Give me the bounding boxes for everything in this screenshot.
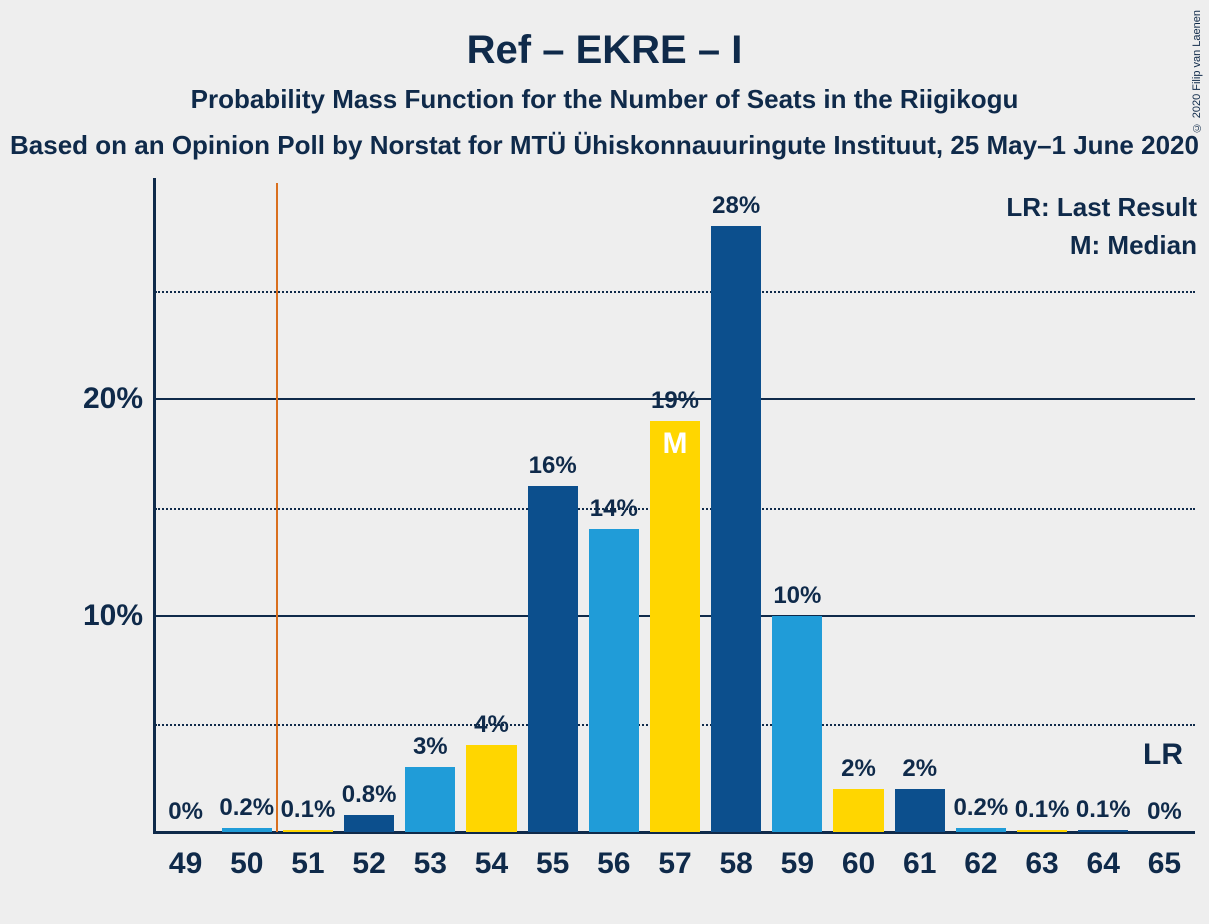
chart-plot-area: 10%20%0%490.2%500.1%510.8%523%534%5416%5… bbox=[155, 183, 1195, 832]
bar bbox=[466, 745, 516, 832]
bar-value-label: 0.8% bbox=[342, 781, 397, 809]
x-axis-label: 52 bbox=[352, 847, 385, 881]
bar bbox=[833, 789, 883, 832]
bar-value-label: 0.2% bbox=[219, 794, 274, 822]
x-axis-label: 65 bbox=[1148, 847, 1181, 881]
legend-median: M: Median bbox=[1070, 230, 1197, 261]
bar-value-label: 0.1% bbox=[281, 796, 336, 824]
x-axis-label: 56 bbox=[597, 847, 630, 881]
x-axis-label: 51 bbox=[291, 847, 324, 881]
bar bbox=[772, 616, 822, 832]
x-axis-label: 54 bbox=[475, 847, 508, 881]
chart-subtitle: Probability Mass Function for the Number… bbox=[0, 84, 1209, 115]
bar bbox=[344, 815, 394, 832]
bar-value-label: 0% bbox=[1147, 798, 1182, 826]
x-axis-label: 64 bbox=[1087, 847, 1120, 881]
bar-value-label: 14% bbox=[590, 495, 638, 523]
chart-source: Based on an Opinion Poll by Norstat for … bbox=[0, 130, 1209, 161]
y-axis-label: 10% bbox=[83, 599, 143, 633]
bar-value-label: 4% bbox=[474, 711, 509, 739]
bar-value-label: 0% bbox=[168, 798, 203, 826]
bar bbox=[895, 789, 945, 832]
x-axis-label: 57 bbox=[658, 847, 691, 881]
bar-value-label: 2% bbox=[902, 755, 937, 783]
x-axis-label: 50 bbox=[230, 847, 263, 881]
x-axis-label: 60 bbox=[842, 847, 875, 881]
y-axis-line bbox=[153, 178, 156, 832]
bar-value-label: 16% bbox=[529, 452, 577, 480]
median-marker: M bbox=[663, 427, 688, 461]
bar-value-label: 0.1% bbox=[1076, 796, 1131, 824]
bar-value-label: 3% bbox=[413, 733, 448, 761]
bar bbox=[1078, 830, 1128, 832]
legend-last-result: LR: Last Result bbox=[1006, 192, 1197, 223]
chart-title: Ref – EKRE – I bbox=[0, 28, 1209, 73]
last-result-line bbox=[276, 183, 278, 832]
bar bbox=[528, 486, 578, 832]
bar-value-label: 0.1% bbox=[1015, 796, 1070, 824]
y-axis-label: 20% bbox=[83, 382, 143, 416]
x-axis-label: 55 bbox=[536, 847, 569, 881]
bar bbox=[650, 421, 700, 832]
bar-value-label: 28% bbox=[712, 192, 760, 220]
bar-value-label: 0.2% bbox=[954, 794, 1009, 822]
bar bbox=[956, 828, 1006, 832]
x-axis-label: 59 bbox=[781, 847, 814, 881]
x-axis-label: 58 bbox=[719, 847, 752, 881]
x-axis-label: 49 bbox=[169, 847, 202, 881]
x-axis-label: 53 bbox=[414, 847, 447, 881]
bar-value-label: 19% bbox=[651, 387, 699, 415]
x-axis-label: 61 bbox=[903, 847, 936, 881]
bar bbox=[711, 226, 761, 832]
last-result-short-label: LR bbox=[1143, 738, 1183, 772]
bar bbox=[1017, 830, 1067, 832]
bar bbox=[589, 529, 639, 832]
bar-value-label: 2% bbox=[841, 755, 876, 783]
bar-value-label: 10% bbox=[773, 582, 821, 610]
bar bbox=[405, 767, 455, 832]
bar bbox=[283, 830, 333, 832]
x-axis-label: 62 bbox=[964, 847, 997, 881]
x-axis-label: 63 bbox=[1025, 847, 1058, 881]
bar bbox=[222, 828, 272, 832]
grid-minor-line bbox=[155, 291, 1195, 293]
